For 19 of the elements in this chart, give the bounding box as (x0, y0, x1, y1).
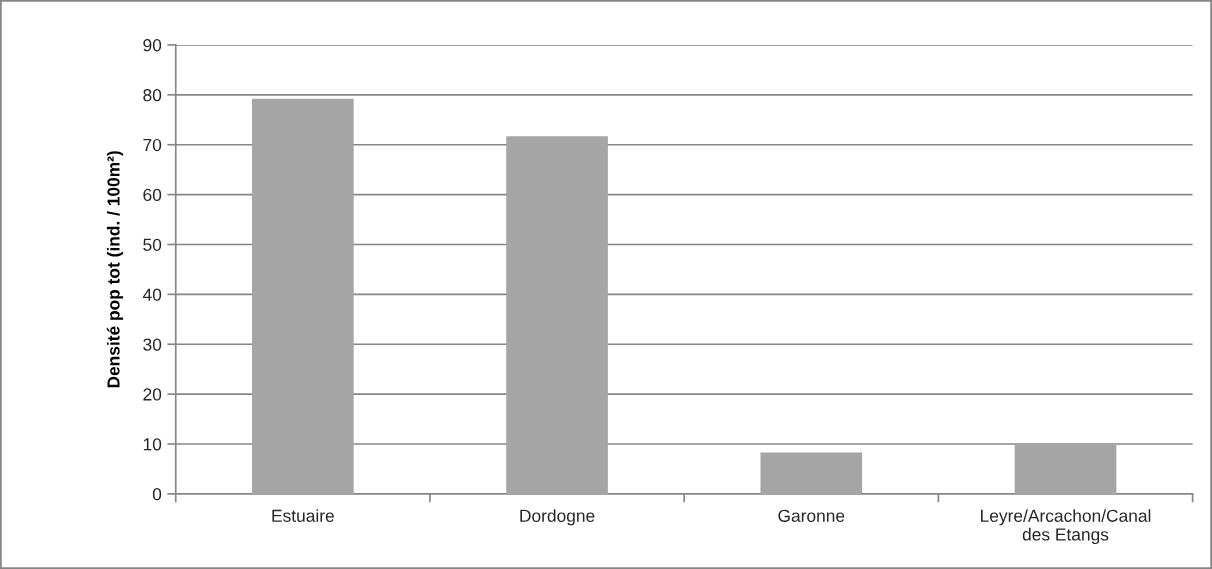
bar (1014, 444, 1117, 494)
bar (760, 452, 863, 494)
y-tick-label: 20 (143, 388, 162, 401)
y-tick-label: 70 (143, 138, 162, 152)
bar (252, 98, 354, 494)
y-tick-label: 30 (143, 338, 162, 351)
bar (506, 136, 608, 494)
x-tick-label: Estuaire (272, 509, 334, 522)
y-tick-label: 50 (143, 238, 162, 251)
x-tick-label: Leyre/Arcachon/Canal des Etangs (981, 509, 1151, 545)
x-tick-label: Dordogne (520, 509, 595, 526)
x-tick-label: Garonne (778, 509, 845, 522)
y-tick-label: 80 (143, 89, 162, 102)
y-tick-label: 10 (143, 438, 162, 451)
y-tick-label: 60 (143, 188, 162, 202)
y-tick-label: 0 (152, 488, 162, 501)
y-tick-label: 40 (142, 288, 162, 301)
y-axis-title: Densité pop tot (ind. / 100m²) (106, 151, 124, 388)
y-tick-label: 90 (143, 39, 162, 52)
